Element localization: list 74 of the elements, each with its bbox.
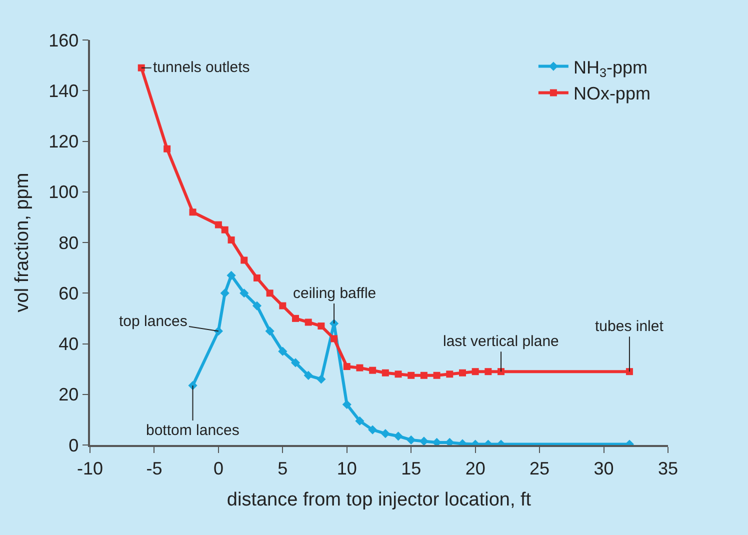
x-tick-label: -5 [146,458,162,478]
x-tick-label: 10 [336,458,357,478]
point [484,368,492,376]
point [498,368,505,376]
point [380,429,390,438]
point [164,145,171,152]
point [458,369,466,376]
legend-label: NH$_{3}$-ppm [573,57,648,80]
legend-label: NOx-ppm [573,84,650,104]
y-tick-label: 40 [58,334,79,354]
point [330,335,338,342]
point [221,226,228,234]
point [226,270,236,280]
point [343,363,350,370]
annotation: ceiling baffle [293,285,376,302]
point [214,326,223,336]
point [408,372,415,379]
annotation: top lances [119,313,188,330]
point [356,364,364,372]
point [316,374,326,384]
x-tick-label: 30 [594,458,614,478]
y-tick-label: 140 [48,80,79,101]
point [368,425,378,434]
annotation: bottom lances [146,422,240,439]
point [292,314,300,322]
point [304,318,312,326]
x-tick-label: -10 [76,458,104,478]
point [406,435,416,444]
point [266,290,274,297]
x-tick-label: 5 [278,458,288,478]
x-axis-title: distance from top injector location, ft [226,490,532,511]
point [419,436,429,445]
point [318,322,325,330]
point [290,358,300,368]
point [304,370,313,380]
y-tick-label: 60 [58,283,79,304]
x-tick-label: 15 [401,458,422,478]
annotation: tunnels outlets [153,59,250,76]
point [228,236,235,244]
point [214,221,222,228]
point [189,208,196,216]
x-tick-label: 25 [530,458,550,478]
point [279,302,286,310]
y-tick-label: 0 [68,435,79,456]
point [369,366,376,374]
point [253,274,260,282]
point [394,432,403,441]
y-tick-label: 100 [48,182,79,202]
x-tick-label: 0 [213,458,224,478]
point [626,368,633,376]
point [265,326,274,336]
y-tick-label: 160 [48,30,79,50]
y-tick-label: 20 [58,384,79,405]
annotation: tubes inlet [595,318,664,335]
point [394,370,402,378]
x-tick-label: 35 [658,458,678,478]
point [278,346,288,356]
point [138,64,145,72]
point [240,288,249,298]
point [433,372,440,379]
point [472,368,479,376]
annotation: last vertical plane [443,333,559,350]
point [342,400,352,410]
point [240,256,248,264]
point [420,372,428,379]
y-axis-title: vol fraction, ppm [12,172,33,312]
point [220,288,230,298]
point [446,370,454,378]
x-tick-label: 20 [465,458,486,478]
y-tick-label: 120 [48,132,79,152]
point [355,416,364,426]
point [382,369,389,376]
point [252,301,262,310]
y-tick-label: 80 [58,232,79,253]
